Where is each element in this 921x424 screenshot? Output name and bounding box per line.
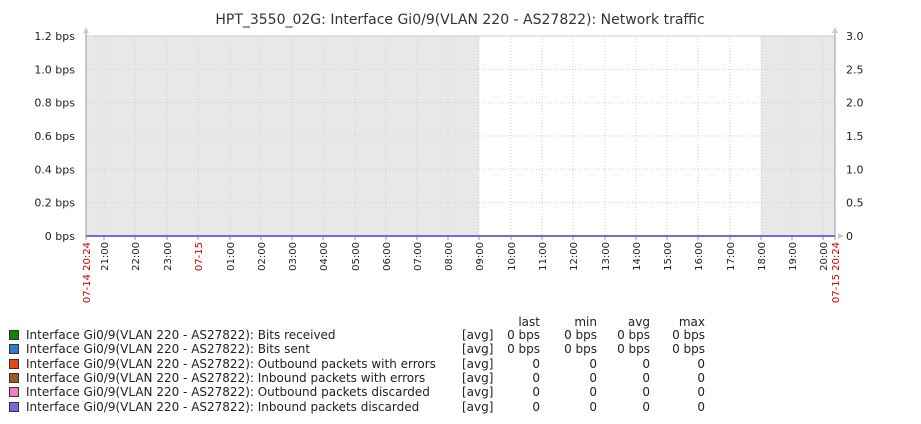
legend-swatch <box>9 330 19 340</box>
x-tick-label: 16:00 <box>694 242 705 271</box>
legend-value-last: 0 bps <box>507 328 540 342</box>
right-tick-label: 2.0 <box>846 97 864 110</box>
x-tick-label: 08:00 <box>444 242 455 271</box>
x-tick-label: 05:00 <box>351 242 362 271</box>
legend-series-name: Interface Gi0/9(VLAN 220 - AS27822): Inb… <box>26 370 426 385</box>
x-tick-label: 17:00 <box>726 242 737 271</box>
legend-swatch <box>9 372 19 383</box>
x-tick-label: 06:00 <box>382 242 393 271</box>
legend-header-last: last <box>518 315 540 329</box>
left-tick-label: 1.0 bps <box>34 63 75 76</box>
x-tick-label: 07-14 20:24 <box>82 242 93 303</box>
x-tick-label: 12:00 <box>569 242 580 271</box>
legend-value-last: 0 bps <box>507 342 540 357</box>
legend-func: [avg] <box>462 328 494 342</box>
x-tick-label: 21:00 <box>100 242 111 271</box>
legend-series-name: Interface Gi0/9(VLAN 220 - AS27822): Out… <box>26 385 430 400</box>
legend-header-max: max <box>678 315 705 329</box>
x-tick-label: 23:00 <box>163 242 174 271</box>
legend-value-max: 0 <box>697 370 705 385</box>
legend-value-max: 0 <box>697 356 705 371</box>
right-tick-label: 2.5 <box>846 63 864 76</box>
left-axis-arrow <box>83 27 89 33</box>
legend-value-avg: 0 bps <box>617 342 650 357</box>
right-tick-label: 0 <box>846 230 853 243</box>
x-tick-label: 18:00 <box>757 242 768 271</box>
right-axis-arrow <box>832 27 838 33</box>
legend-value-last: 0 <box>532 370 540 385</box>
x-tick-label: 04:00 <box>319 242 330 271</box>
x-tick-label: 15:00 <box>663 242 674 271</box>
legend-value-last: 0 <box>532 356 540 371</box>
x-tick-label: 07-15 20:24 <box>831 242 842 303</box>
left-tick-label: 0 bps <box>45 230 75 243</box>
legend-value-min: 0 <box>589 385 597 400</box>
x-tick-label: 19:00 <box>788 242 799 271</box>
right-tick-label: 1.0 <box>846 163 864 176</box>
x-tick-label: 13:00 <box>601 242 612 271</box>
legend-func: [avg] <box>462 370 494 385</box>
legend-header-min: min <box>574 315 597 329</box>
legend-func: [avg] <box>462 356 494 371</box>
legend-value-max: 0 bps <box>672 328 705 342</box>
x-tick-label: 10:00 <box>507 242 518 271</box>
legend-swatch <box>9 387 19 398</box>
legend-value-min: 0 <box>589 356 597 371</box>
left-axis-labels: 1.2 bps 1.0 bps 0.8 bps 0.6 bps 0.4 bps 0.2 b… <box>34 30 75 243</box>
legend-func: [avg] <box>462 385 494 400</box>
legend-func: [avg] <box>462 399 494 414</box>
chart-title: HPT_3550_02G: Interface Gi0/9(VLAN 220 -… <box>215 12 704 28</box>
legend-series-name: Interface Gi0/9(VLAN 220 - AS27822): Out… <box>26 356 436 371</box>
legend-swatch <box>9 401 19 412</box>
legend-value-max: 0 bps <box>672 342 705 357</box>
legend-value-min: 0 <box>589 399 597 414</box>
legend-func: [avg] <box>462 342 494 357</box>
right-axis-labels: 3.0 2.5 2.0 1.5 1.0 0.5 0 <box>846 30 864 243</box>
legend-swatch <box>9 358 19 369</box>
legend-series-name: Interface Gi0/9(VLAN 220 - AS27822): Bit… <box>26 342 311 357</box>
legend-value-avg: 0 <box>642 356 650 371</box>
x-tick-label: 02:00 <box>257 242 268 271</box>
right-tick-label: 0.5 <box>846 197 864 210</box>
x-tick-label: 01:00 <box>226 242 237 271</box>
left-tick-label: 0.4 bps <box>34 163 75 176</box>
legend-value-max: 0 <box>697 385 705 400</box>
legend-value-min: 0 bps <box>564 328 597 342</box>
x-tick-label: 03:00 <box>288 242 299 271</box>
x-tick-label: 09:00 <box>475 242 486 271</box>
x-tick-label: 07-15 <box>194 242 205 271</box>
x-tick-label: 22:00 <box>131 242 142 271</box>
left-tick-label: 0.2 bps <box>34 197 75 210</box>
legend-series-name: Interface Gi0/9(VLAN 220 - AS27822): Inb… <box>26 399 420 414</box>
legend-value-avg: 0 bps <box>617 328 650 342</box>
right-tick-label: 1.5 <box>846 130 864 143</box>
right-tick-label: 3.0 <box>846 30 864 43</box>
x-tick-label: 20:00 <box>819 242 830 271</box>
legend-value-last: 0 <box>532 385 540 400</box>
legend-series-name: Interface Gi0/9(VLAN 220 - AS27822): Bit… <box>26 328 336 342</box>
x-tick-label: 11:00 <box>538 242 549 271</box>
legend-value-min: 0 <box>589 370 597 385</box>
legend-header-avg: avg <box>627 315 650 329</box>
left-tick-label: 0.6 bps <box>34 130 75 143</box>
x-axis-arrow <box>838 233 844 239</box>
legend-value-min: 0 bps <box>564 342 597 357</box>
legend-value-avg: 0 <box>642 370 650 385</box>
x-axis-labels: 07-14 20:24 21:00 22:00 23:00 07-15 01:00 02:0… <box>82 242 842 303</box>
left-tick-label: 0.8 bps <box>34 97 75 110</box>
legend-swatch <box>9 344 19 355</box>
left-tick-label: 1.2 bps <box>34 30 75 43</box>
legend-value-avg: 0 <box>642 385 650 400</box>
legend-value-last: 0 <box>532 399 540 414</box>
legend-value-max: 0 <box>697 399 705 414</box>
x-tick-label: 07:00 <box>413 242 424 271</box>
x-tick-label: 14:00 <box>632 242 643 271</box>
legend-value-avg: 0 <box>642 399 650 414</box>
